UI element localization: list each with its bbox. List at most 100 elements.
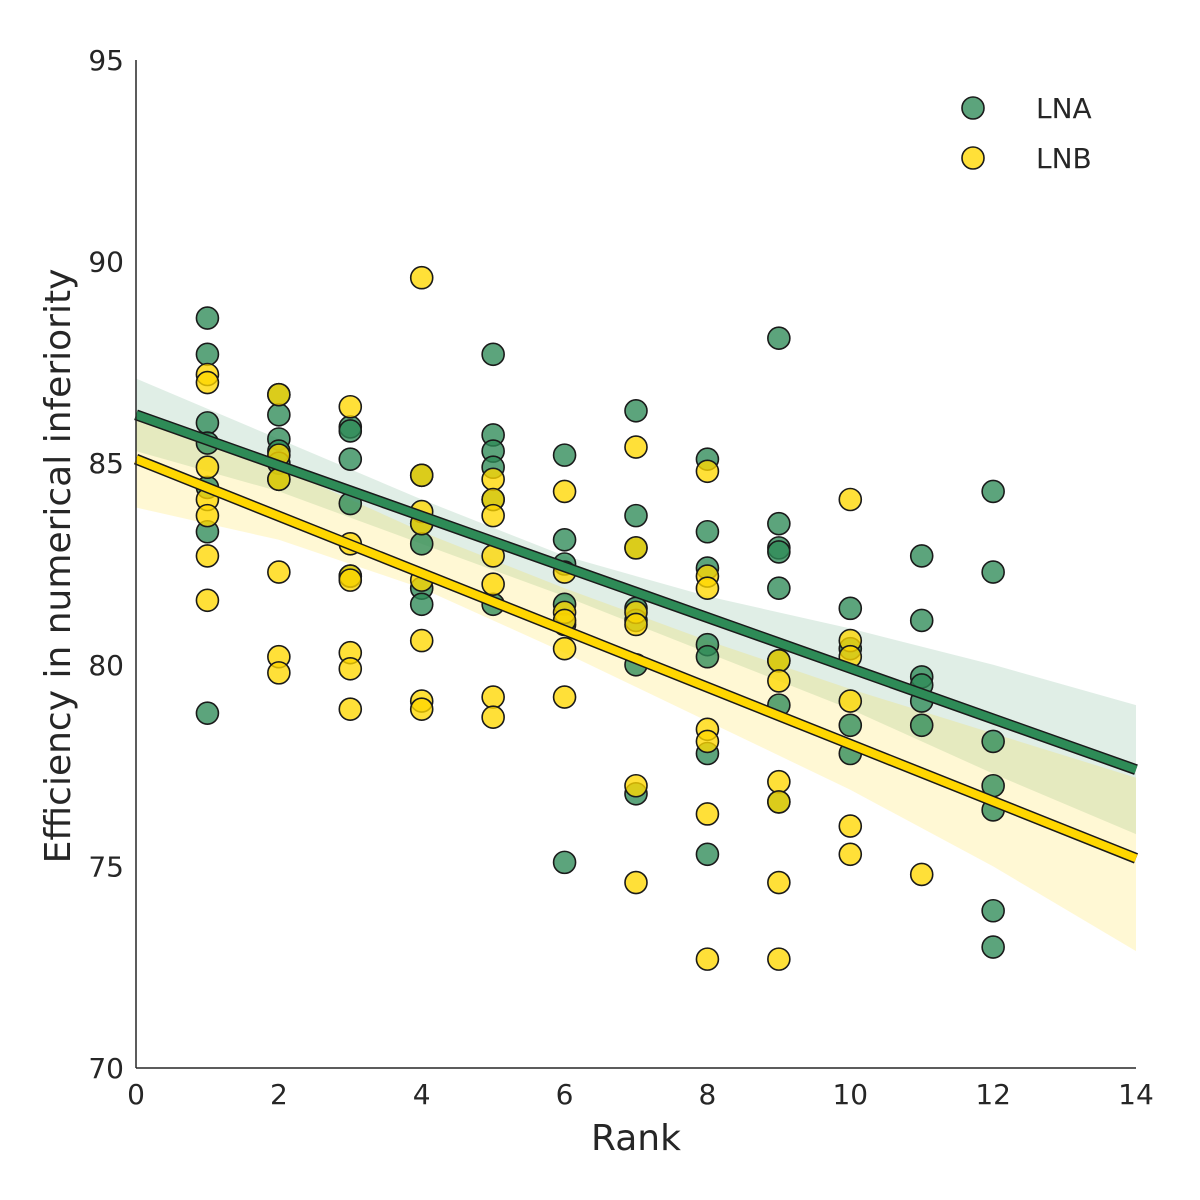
lnb-point xyxy=(552,479,577,504)
lnb-point xyxy=(481,572,505,596)
lnb-point xyxy=(409,265,434,290)
lnb-point xyxy=(838,487,863,512)
lnb-point xyxy=(838,842,863,867)
lnb-point xyxy=(195,544,220,568)
lnb-regression-line xyxy=(134,455,1138,863)
lna-point xyxy=(552,443,577,467)
lnb-point xyxy=(695,459,720,484)
lnb-point xyxy=(767,648,791,673)
lnb-point xyxy=(481,503,505,528)
lna-point xyxy=(481,342,505,367)
lnb-point xyxy=(767,790,791,814)
lna-point xyxy=(267,403,291,427)
lnb-point xyxy=(338,697,363,721)
lna-point xyxy=(695,519,720,544)
lna-point xyxy=(981,479,1005,504)
lnb-point xyxy=(695,802,720,826)
legend-label-lnb: LNB xyxy=(1036,142,1092,175)
y-axis-label: Efficiency in numerical inferiority xyxy=(38,269,79,864)
y-tick-label: 80 xyxy=(88,649,124,682)
lnb-point xyxy=(838,689,863,713)
lna-point xyxy=(695,644,720,669)
lnb-point xyxy=(624,870,648,895)
lnb-point xyxy=(338,394,363,419)
legend-marker-lnb xyxy=(961,146,985,170)
x-tick-label: 2 xyxy=(270,1078,288,1111)
x-tick-label: 0 xyxy=(127,1078,145,1111)
lnb-point xyxy=(267,382,291,407)
x-axis-label: Rank xyxy=(591,1118,681,1159)
lnb-point xyxy=(767,669,791,693)
lnb-point xyxy=(409,628,434,653)
lna-point xyxy=(695,842,720,867)
y-tick-labels: 70 75 80 85 90 95 xyxy=(88,44,124,1085)
x-tick-label: 14 xyxy=(1118,1078,1154,1111)
lnb-point xyxy=(767,769,791,794)
lnb-point xyxy=(195,455,220,480)
lna-point xyxy=(981,560,1005,584)
x-tick-label: 12 xyxy=(975,1078,1011,1111)
lnb-point xyxy=(695,947,720,971)
lna-point xyxy=(195,342,220,367)
y-tick-label: 85 xyxy=(88,447,124,480)
lnb-point xyxy=(195,503,220,528)
lna-point xyxy=(338,419,363,443)
lna-point xyxy=(981,729,1005,754)
lnb-point xyxy=(267,560,291,584)
x-tick-label: 10 xyxy=(832,1078,868,1111)
x-tick-label: 8 xyxy=(699,1078,717,1111)
lnb-point xyxy=(624,773,648,798)
lna-point xyxy=(838,596,863,621)
y-tick-label: 70 xyxy=(88,1052,124,1085)
y-tick-label: 95 xyxy=(88,44,124,77)
lna-point xyxy=(981,898,1005,923)
lnb-point xyxy=(909,862,934,887)
lna-point xyxy=(909,713,934,738)
lnb-point xyxy=(552,685,577,709)
lnb-point xyxy=(338,568,363,592)
legend-marker-lna xyxy=(961,96,985,120)
lnb-point xyxy=(624,536,648,560)
lna-point xyxy=(838,713,863,738)
lnb-point xyxy=(624,435,648,459)
lnb-point xyxy=(409,697,434,721)
lnb-point xyxy=(481,467,505,492)
lnb-point xyxy=(624,612,648,637)
lna-point xyxy=(909,544,934,568)
lna-point xyxy=(195,306,220,330)
lna-point xyxy=(624,503,648,528)
lnb-point xyxy=(409,463,434,488)
x-tick-label: 6 xyxy=(556,1078,574,1111)
lna-point xyxy=(552,850,577,875)
lna-point xyxy=(552,528,577,552)
lnb-point xyxy=(695,729,720,754)
lnb-point xyxy=(481,705,505,730)
lnb-point xyxy=(695,576,720,600)
lna-point xyxy=(409,532,434,556)
x-tick-labels: 0 2 4 6 8 10 12 14 xyxy=(127,1078,1154,1111)
legend: LNA LNB xyxy=(961,92,1092,175)
lnb-point xyxy=(552,636,577,661)
lna-point xyxy=(624,398,648,423)
lnb-point xyxy=(338,657,363,681)
lnb-point xyxy=(767,947,791,971)
lnb-point xyxy=(838,814,863,838)
lna-point xyxy=(767,326,791,351)
lnb-point xyxy=(195,370,220,395)
x-tick-label: 4 xyxy=(413,1078,431,1111)
lna-point xyxy=(767,511,791,536)
lnb-point xyxy=(767,870,791,895)
lna-point xyxy=(409,592,434,617)
lna-point xyxy=(338,447,363,471)
axes xyxy=(135,60,1136,1069)
legend-label-lna: LNA xyxy=(1036,92,1092,125)
lna-point xyxy=(981,935,1005,959)
lna-point xyxy=(909,608,934,633)
lna-point xyxy=(767,540,791,564)
y-tick-label: 90 xyxy=(88,246,124,279)
lnb-point xyxy=(481,685,505,709)
lna-point xyxy=(195,411,220,435)
lna-point xyxy=(195,701,220,725)
lnb-point xyxy=(195,588,220,613)
